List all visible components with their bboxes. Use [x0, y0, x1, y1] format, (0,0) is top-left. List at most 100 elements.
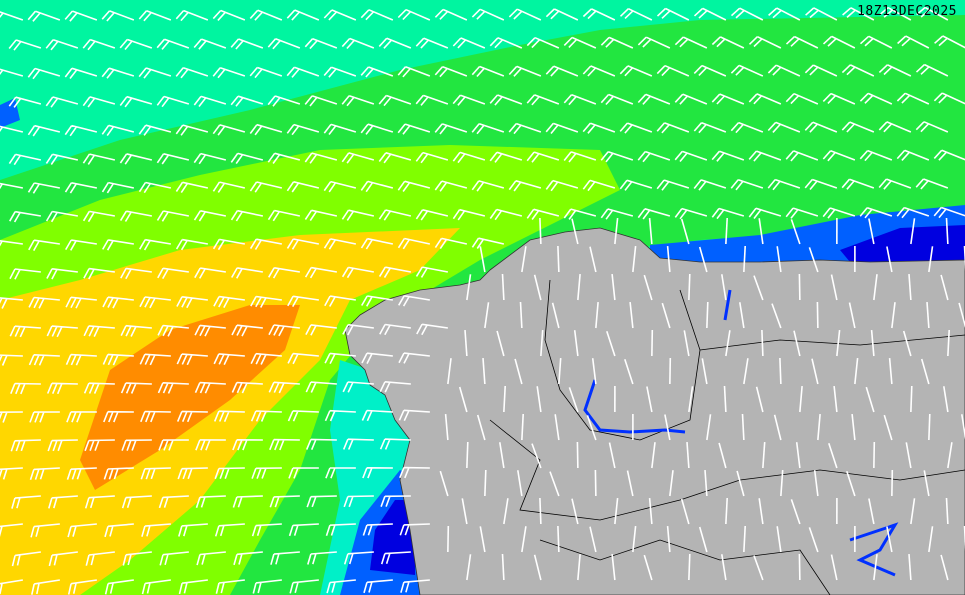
wind-barb — [896, 149, 930, 161]
wind-barb — [46, 325, 78, 338]
wind-barb — [231, 324, 263, 337]
wind-barb — [608, 442, 616, 469]
wind-barb — [64, 67, 98, 79]
wind-barb — [646, 386, 653, 413]
wind-barb — [342, 438, 374, 450]
wind-barb — [830, 554, 838, 581]
wind-barb — [725, 497, 728, 525]
wind-barb — [397, 237, 431, 250]
wind-barb — [0, 11, 24, 21]
wind-barb — [878, 64, 912, 77]
wind-barb — [554, 414, 560, 441]
wind-barb — [758, 218, 764, 245]
wind-barb — [501, 553, 505, 581]
wind-barb — [175, 238, 208, 251]
wind-barb — [213, 353, 245, 366]
wind-barb — [139, 353, 171, 366]
wind-barb — [624, 359, 634, 385]
wind-barb — [771, 303, 782, 329]
wind-barb — [859, 35, 893, 49]
wind-barbs — [0, 6, 965, 595]
wind-barb — [629, 302, 634, 329]
wind-barb — [196, 551, 226, 566]
wind-barb — [619, 65, 653, 77]
wind-barb — [915, 178, 949, 190]
wind-barb — [362, 467, 393, 479]
wind-barb — [484, 469, 487, 497]
wind-barb — [101, 181, 135, 194]
wind-barb — [836, 330, 841, 357]
wind-barb — [706, 301, 709, 329]
wind-barb — [563, 36, 597, 49]
wind-barb — [342, 381, 374, 393]
wind-barb — [748, 207, 782, 219]
wind-barb — [8, 153, 42, 166]
wind-barb — [102, 296, 134, 309]
wind-barb — [452, 94, 486, 106]
wind-barb — [841, 121, 875, 133]
wind-barb — [361, 409, 393, 422]
wind-barb — [811, 358, 819, 385]
wind-barb — [48, 495, 78, 509]
wind-barb — [680, 218, 690, 245]
wind-barb — [940, 274, 949, 301]
wind-barb — [195, 439, 226, 451]
wind-barb — [175, 9, 209, 22]
wind-barb — [730, 7, 764, 21]
wind-barb — [213, 410, 245, 423]
wind-barb — [8, 39, 42, 51]
wind-barb — [888, 358, 893, 385]
wind-barb — [286, 66, 320, 78]
wind-barb — [139, 296, 171, 309]
wind-barb — [103, 410, 134, 423]
wind-barb — [915, 63, 949, 77]
wind-barb — [8, 96, 42, 108]
wind-barb — [698, 246, 708, 273]
wind-barb — [521, 413, 524, 441]
wind-barb — [915, 121, 949, 133]
wind-barb — [626, 470, 634, 497]
wind-barb — [304, 37, 338, 50]
wind-barb — [533, 554, 542, 581]
wind-barb — [896, 92, 930, 105]
wind-barb — [214, 467, 245, 480]
wind-barb — [434, 8, 468, 21]
wind-barb — [121, 495, 152, 509]
wind-barb — [379, 438, 411, 450]
wind-barb — [545, 179, 579, 192]
wind-barb — [611, 274, 616, 301]
wind-barb — [577, 274, 581, 301]
wind-barb — [519, 301, 523, 329]
wind-barb — [767, 64, 801, 77]
wind-barb — [804, 121, 838, 133]
wind-barb — [360, 123, 394, 135]
wind-barb — [674, 207, 708, 220]
wind-barb — [471, 65, 505, 78]
wind-barb — [157, 267, 189, 279]
wind-barb — [66, 467, 97, 480]
wind-barb — [743, 245, 746, 273]
wind-barb — [45, 96, 79, 108]
wind-barb — [249, 181, 283, 193]
wind-barb — [828, 443, 838, 469]
wind-barb — [539, 497, 542, 525]
wind-barb — [212, 181, 246, 193]
wind-barb — [158, 439, 189, 451]
wind-barb — [558, 358, 562, 385]
wind-barb — [557, 245, 560, 273]
wind-barb — [753, 275, 764, 301]
wind-barb — [177, 467, 208, 480]
wind-barb — [656, 7, 690, 21]
wind-barb — [48, 551, 78, 567]
wind-barb — [704, 470, 708, 497]
wind-barb — [324, 295, 356, 307]
wind-barb — [499, 442, 505, 469]
wind-barb — [306, 495, 337, 508]
wind-barb — [711, 36, 745, 49]
wind-barb — [725, 217, 728, 245]
wind-barb — [471, 180, 505, 192]
wind-barb — [45, 39, 79, 51]
wind-barb — [730, 121, 764, 134]
wind-barb — [46, 382, 78, 395]
wind-barb — [28, 296, 60, 309]
